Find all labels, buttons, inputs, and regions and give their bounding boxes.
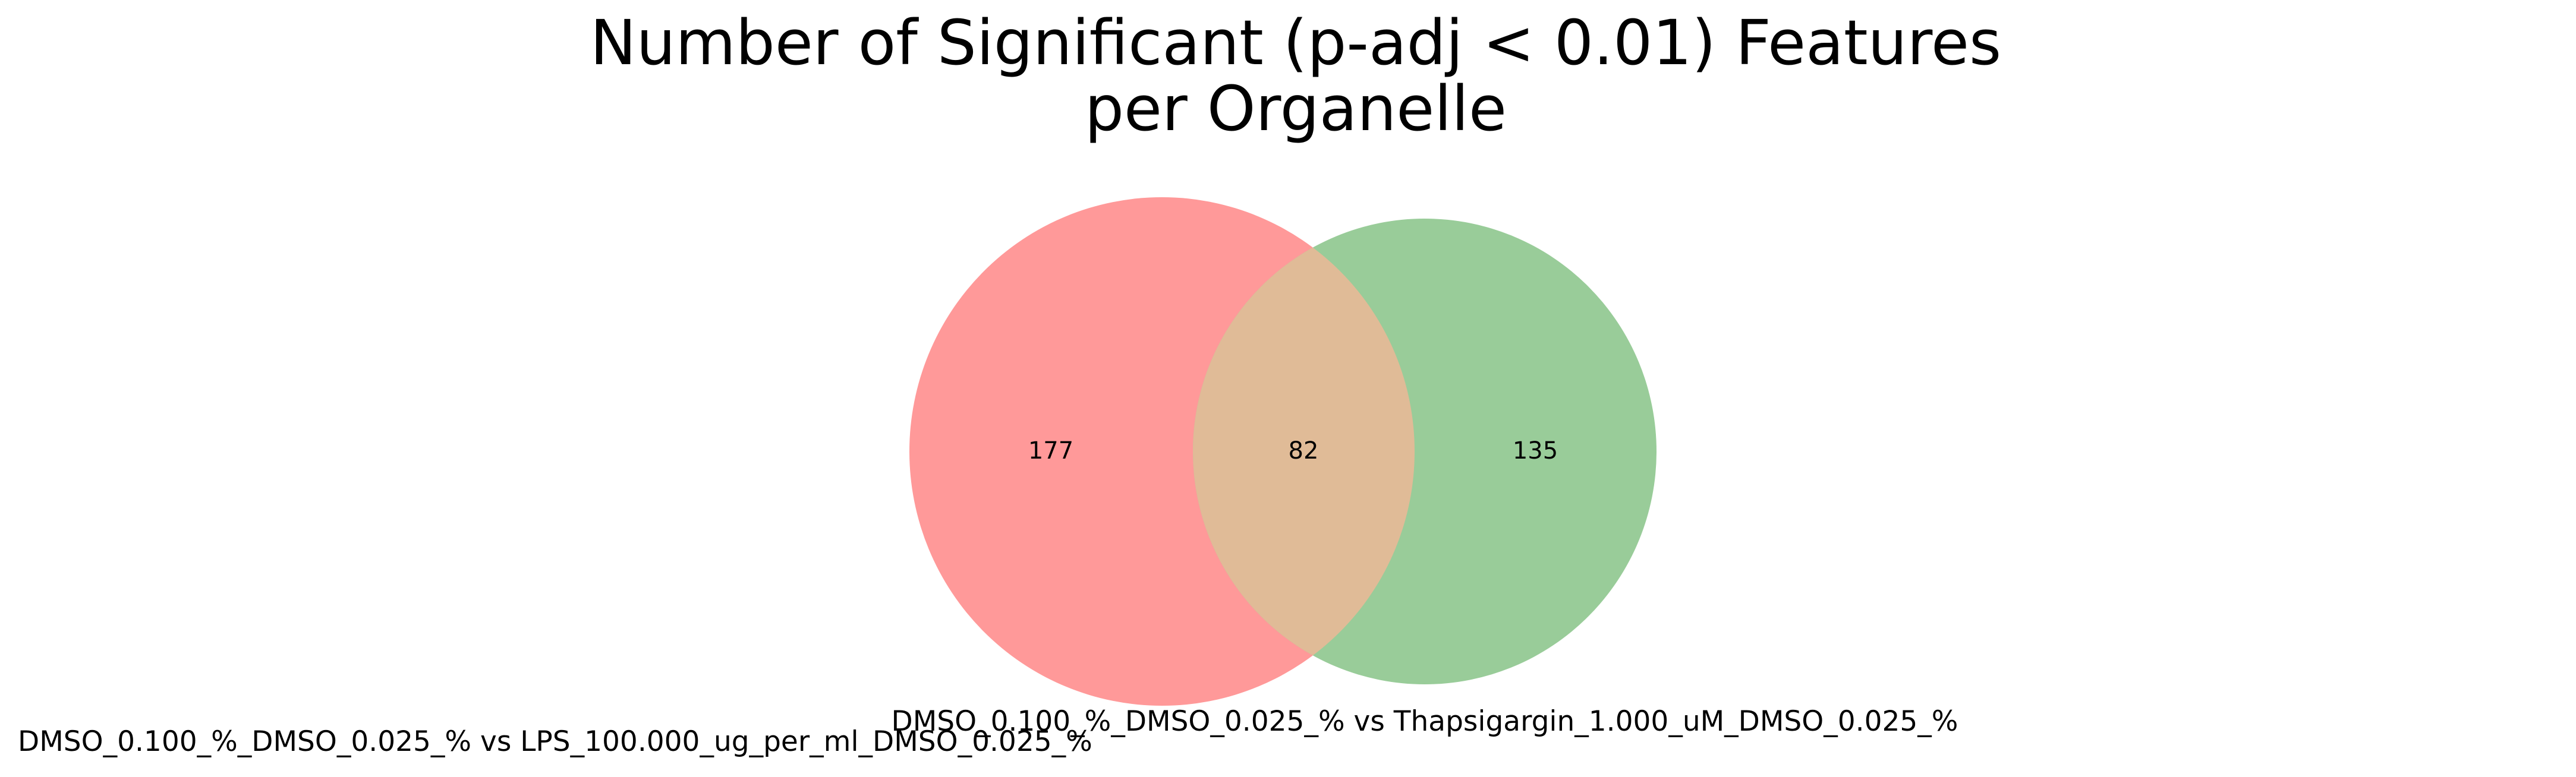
venn-set-label-thapsigargin: DMSO_0.100_%_DMSO_0.025_% vs Thapsigargi… <box>892 705 1958 738</box>
venn-intersection-region <box>1193 219 1415 684</box>
venn-count-lps-only: 177 <box>1028 437 1073 465</box>
chart-title-line-1: Number of Significant (p-adj < 0.01) Fea… <box>590 7 2001 79</box>
venn-count-thapsigargin-only: 135 <box>1513 437 1558 465</box>
venn-set-label-lps: DMSO_0.100_%_DMSO_0.025_% vs LPS_100.000… <box>18 725 1092 758</box>
chart-title-line-2: per Organelle <box>1085 72 1507 145</box>
venn-count-intersection: 82 <box>1289 437 1319 465</box>
